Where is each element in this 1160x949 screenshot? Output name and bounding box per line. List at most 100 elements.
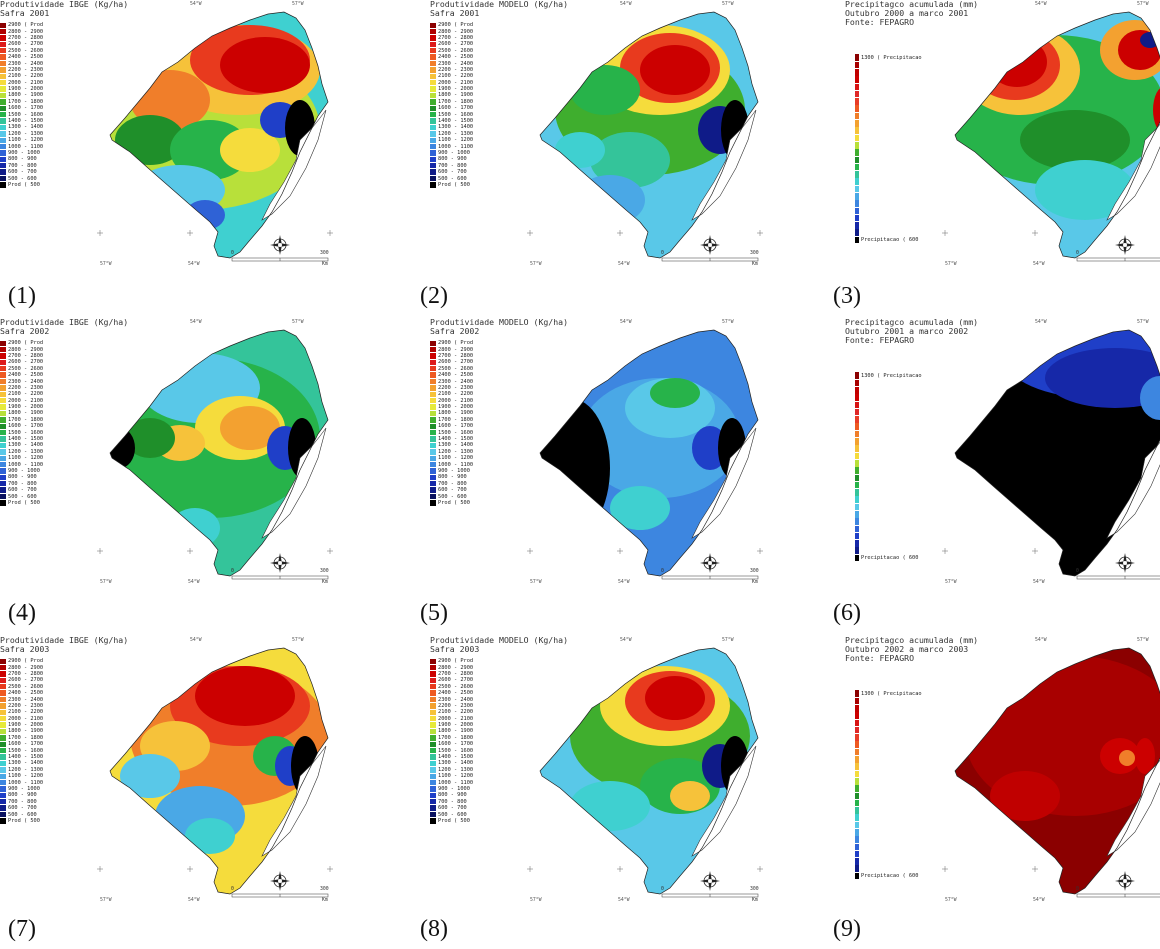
legend-swatch (430, 779, 436, 786)
map-panel-8: Produtividade MODELO (Kg/ha) Safra 2003 29… (430, 636, 800, 906)
legend-entry (855, 222, 922, 229)
legend-entry (855, 149, 922, 156)
legend-entry (855, 438, 922, 445)
legend-swatch (855, 379, 859, 387)
panel-number: (6) (833, 600, 861, 626)
legend-swatch (855, 467, 859, 474)
legend-swatch (855, 149, 859, 156)
legend-label: 2100 - 2200 (8, 709, 44, 716)
legend-entry: 1800 - 1900 (0, 92, 43, 98)
legend-swatch (430, 481, 436, 487)
legend-swatch (430, 340, 436, 346)
legend-label: 2200 - 2300 (8, 66, 44, 73)
legend-entry (855, 741, 922, 749)
compass-rose-icon (700, 235, 720, 255)
legend-label: Precipitacao ( 600 (861, 873, 919, 880)
legend-entry: 2400 - 2500 (430, 690, 473, 696)
legend-entry: 2200 - 2300 (0, 703, 43, 709)
legend-swatch (0, 22, 6, 28)
legend-entry: 1700 - 1800 (0, 417, 43, 423)
legend-label: 1700 - 1800 (8, 416, 44, 423)
scale-label: 0 (661, 251, 664, 256)
legend-swatch (430, 436, 436, 442)
legend-entry: 1900 - 2000 (0, 404, 43, 410)
legend-label: 2700 - 2800 (438, 352, 474, 359)
legend: 2900 ( Prod 2800 - 2900 2700 - 2800 2600 - … (0, 340, 43, 506)
coordinate-tick: 57°W (1137, 320, 1149, 325)
contour-region (640, 45, 710, 95)
legend-entry: 600 - 700 (430, 487, 473, 493)
legend-swatch (430, 664, 436, 671)
legend-swatch (430, 500, 436, 506)
legend-swatch (855, 697, 859, 705)
contour-region (987, 37, 1047, 87)
legend-entry: 1500 - 1600 (430, 747, 473, 754)
legend-entry: 800 - 900 (0, 474, 43, 480)
map-panel-9: Precipitagco acumulada (mm) Outubro 2002 … (845, 636, 1160, 906)
legend-swatch (0, 182, 6, 188)
legend-entry: 2200 - 2300 (0, 67, 43, 73)
legend-swatch (430, 696, 436, 703)
legend-label: 700 - 800 (8, 162, 37, 169)
legend-entry (855, 163, 922, 171)
legend-entry: 1700 - 1800 (430, 417, 473, 423)
legend-entry: 1800 - 1900 (430, 728, 473, 734)
legend-swatch (0, 779, 6, 786)
legend-swatch (430, 493, 436, 500)
legend-label: 1000 - 1100 (438, 779, 474, 786)
legend-label: 500 - 600 (438, 811, 467, 818)
legend: 2900 ( Prod 2800 - 2900 2700 - 2800 2600 - … (430, 340, 473, 506)
legend-entry: 2100 - 2200 (430, 73, 473, 79)
legend-entry (855, 416, 922, 423)
legend-entry: 1600 - 1700 (430, 741, 473, 747)
map-title-line: Outubro 2000 a marco 2001 (845, 8, 969, 18)
legend-label: 2300 - 2400 (438, 378, 474, 385)
map-title-line: Safra 2003 (430, 644, 480, 654)
legend-label: 2500 - 2600 (438, 47, 474, 54)
legend-label: 800 - 900 (8, 792, 37, 799)
legend-swatch (0, 385, 6, 391)
legend-swatch (0, 442, 6, 449)
legend-label: 2000 - 2100 (8, 79, 44, 86)
contour-region (1140, 376, 1160, 420)
legend-swatch (0, 105, 6, 111)
legend-label: 1100 - 1200 (8, 455, 44, 462)
panel-number: (8) (420, 916, 448, 942)
legend-swatch (855, 828, 859, 836)
contour-region (110, 428, 135, 468)
map-panel-5: Produtividade MODELO (Kg/ha) Safra 2002 29… (430, 318, 800, 588)
legend-swatch (430, 35, 436, 41)
legend-entry: 2500 - 2600 (0, 48, 43, 54)
legend-swatch (855, 98, 859, 105)
scale-label: 0 (661, 569, 664, 574)
contour-region (555, 132, 605, 168)
legend-entry: 900 - 1000 (0, 786, 43, 792)
legend-entry (855, 770, 922, 778)
legend-label: 500 - 600 (8, 175, 37, 182)
legend-swatch (0, 773, 6, 779)
legend-swatch (0, 359, 6, 366)
legend-swatch (430, 175, 436, 182)
legend-label: 1200 - 1300 (438, 130, 474, 137)
coordinate-tick: 57°W (722, 638, 734, 643)
legend-label: 1600 - 1700 (8, 105, 44, 112)
legend-entry: 2500 - 2600 (0, 366, 43, 372)
coordinate-tick: 57°W (945, 898, 957, 903)
legend-label: 2000 - 2100 (438, 397, 474, 404)
legend-label: 2200 - 2300 (8, 384, 44, 391)
contour-region (220, 128, 280, 172)
legend-entry: 1400 - 1500 (430, 118, 473, 124)
legend-entry: 1000 - 1100 (430, 779, 474, 786)
legend-label: Prod ( 500 (438, 499, 470, 506)
legend-swatch (0, 67, 6, 73)
map-title-line: Fonte: FEPAGRO (845, 17, 915, 27)
legend-entry: 2200 - 2300 (430, 385, 473, 391)
legend-entry: 900 - 1000 (0, 468, 43, 474)
legend-entry: 2200 - 2300 (430, 67, 473, 73)
scale-label: Km (752, 580, 758, 585)
compass-rose-icon (270, 553, 290, 573)
legend-entry: 2900 ( Prod (430, 658, 473, 664)
legend-label: 2900 ( Prod (438, 340, 474, 347)
legend-label: 700 - 800 (8, 798, 37, 805)
legend-label: 1500 - 1600 (8, 111, 44, 118)
